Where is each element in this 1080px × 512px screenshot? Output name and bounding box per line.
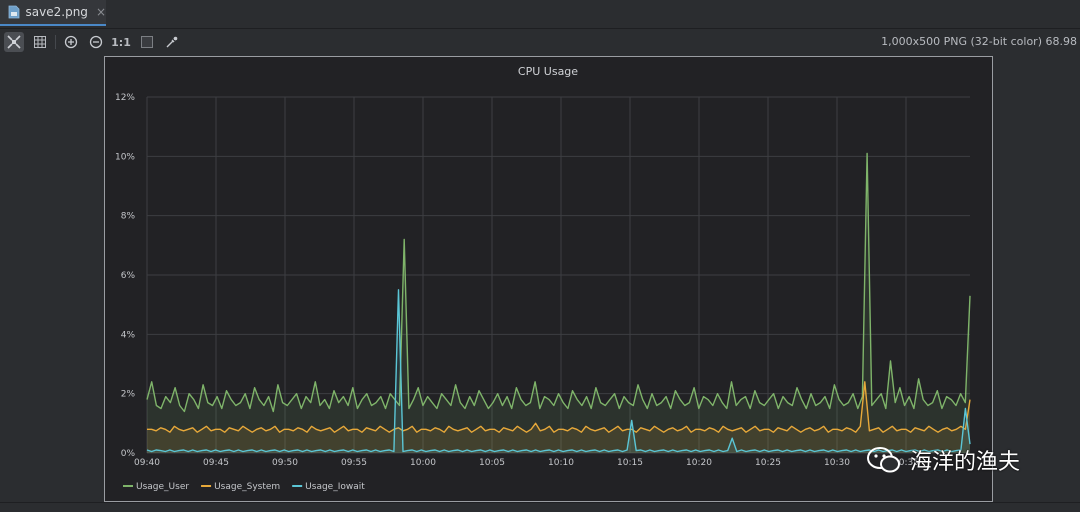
y-tick-label: 4% xyxy=(121,330,136,340)
chart-title: CPU Usage xyxy=(518,65,578,78)
zoom-in-button[interactable] xyxy=(61,32,81,52)
y-tick-label: 2% xyxy=(121,390,136,400)
series-area-usage_user xyxy=(147,153,970,453)
status-bar xyxy=(0,502,1080,512)
chessboard-icon xyxy=(141,36,153,48)
x-tick-label: 10:00 xyxy=(410,458,436,468)
y-axis: 0% 2% 4% 6% 8% 10% 12% xyxy=(115,93,135,459)
close-icon[interactable]: × xyxy=(95,5,106,19)
series-line-usage_user xyxy=(146,152,971,413)
legend-entry: Usage_System xyxy=(214,482,280,492)
x-tick-label: 10:35 xyxy=(893,458,919,468)
wechat-icon xyxy=(867,447,900,473)
color-picker-button[interactable] xyxy=(162,32,182,52)
x-tick-label: 09:45 xyxy=(203,458,229,468)
fit-to-window-button[interactable] xyxy=(4,32,24,52)
toggle-grid-button[interactable] xyxy=(30,32,50,52)
watermark-text: 海洋的渔夫 xyxy=(910,450,1021,475)
actual-size-button[interactable]: 1:1 xyxy=(111,35,131,49)
tab-label: save2.png xyxy=(25,5,88,19)
x-tick-label: 09:50 xyxy=(272,458,298,468)
x-tick-label: 10:30 xyxy=(824,458,850,468)
image-canvas[interactable]: CPU Usage 0% 2% 4% 6% 8% 10% 12% 09:40 09:45 09:… xyxy=(104,56,993,502)
x-tick-label: 10:20 xyxy=(686,458,712,468)
x-tick-label: 10:05 xyxy=(479,458,505,468)
y-tick-label: 6% xyxy=(121,271,136,281)
x-axis: 09:40 09:45 09:50 09:55 10:00 10:05 10:10 10:15… xyxy=(134,458,919,468)
watermark: 海洋的渔夫 xyxy=(866,444,1020,476)
cpu-usage-chart: CPU Usage 0%2%4%6%8%10%12% 09:40 09:45 09:… xyxy=(105,57,992,501)
y-tick-label: 12% xyxy=(115,93,135,103)
fit-window-icon xyxy=(7,35,21,49)
zoom-out-icon xyxy=(89,35,103,49)
legend: Usage_User Usage_System Usage_Iowait xyxy=(123,482,365,492)
series-line-usage_system xyxy=(147,381,971,433)
x-tick-label: 09:40 xyxy=(134,458,160,468)
zoom-out-button[interactable] xyxy=(86,32,106,52)
tab-save2-png[interactable]: save2.png × xyxy=(0,0,106,26)
eyedropper-icon xyxy=(166,36,178,48)
x-tick-label: 10:25 xyxy=(755,458,781,468)
toolbar-separator xyxy=(55,35,56,49)
x-tick-label: 10:15 xyxy=(617,458,643,468)
x-tick-label: 09:55 xyxy=(341,458,367,468)
editor-tab-bar: save2.png × xyxy=(0,0,1080,29)
grid xyxy=(146,96,970,454)
series-lines xyxy=(146,152,971,453)
x-tick-label: 10:10 xyxy=(548,458,574,468)
zoom-in-icon xyxy=(64,35,78,49)
image-file-icon xyxy=(8,5,20,19)
y-tick-label: 8% xyxy=(121,212,136,222)
series-area-usage_system xyxy=(147,381,970,453)
y-tick-label: 10% xyxy=(115,152,135,162)
series-line-usage_iowait xyxy=(146,289,971,453)
legend-entry: Usage_Iowait xyxy=(305,482,365,492)
y-tick-label: 0% xyxy=(121,449,136,459)
grid-icon xyxy=(34,36,46,48)
image-info-label: 1,000x500 PNG (32-bit color) 68.98 xyxy=(881,35,1077,48)
legend-entry: Usage_User xyxy=(136,482,189,492)
image-viewer-toolbar: 1:1 xyxy=(0,29,1080,55)
background-toggle-button[interactable] xyxy=(137,32,157,52)
